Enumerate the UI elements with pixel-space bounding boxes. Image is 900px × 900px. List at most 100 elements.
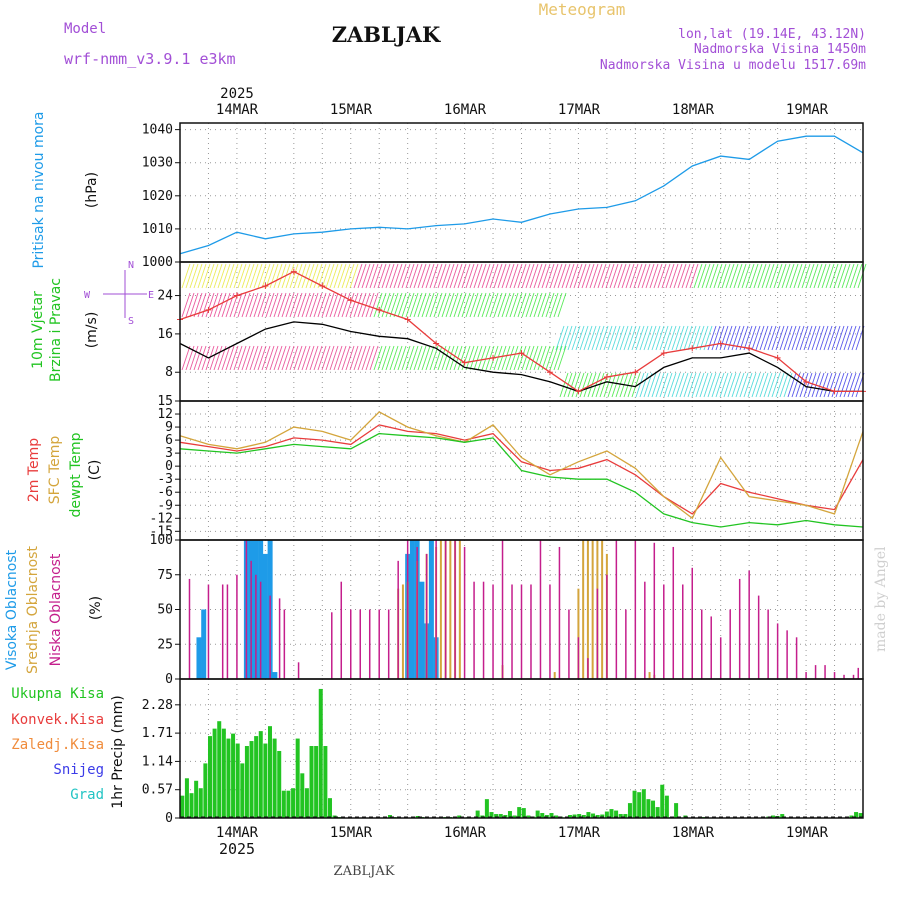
bottom-day-label: 16MAR: [444, 825, 487, 841]
data-marks: [177, 135, 866, 818]
wind-barb: [533, 345, 543, 371]
top-day-label: 19MAR: [786, 102, 829, 118]
wind-barb: [521, 345, 531, 371]
cloud-side-label-3: Niska Oblacnost: [48, 553, 64, 666]
cloud-bar-low: [454, 540, 456, 679]
wind-barb: [501, 292, 511, 318]
wind-barb: [457, 345, 467, 371]
precip-bar: [609, 809, 614, 818]
wind-barb: [827, 372, 837, 398]
wind-barb: [553, 345, 563, 371]
wind-barb: [787, 372, 797, 398]
wind-barb: [589, 263, 599, 289]
wind-barb: [373, 292, 383, 318]
wind-barb: [601, 263, 611, 289]
wind-barb: [759, 372, 769, 398]
wind-barb: [193, 345, 203, 371]
cloud-bar-low: [653, 542, 656, 679]
gust-point: [233, 292, 240, 299]
cloud-bar-high: [201, 609, 207, 679]
wind-barb: [409, 345, 419, 371]
wind-barb: [229, 263, 239, 289]
wind-barb: [603, 325, 613, 351]
wind-barb: [309, 292, 319, 318]
y-tick-label: 1000: [142, 255, 173, 270]
wind-barb: [237, 263, 247, 289]
wind-barb: [257, 345, 267, 371]
wind-barb: [843, 372, 853, 398]
precip-bar: [258, 731, 263, 818]
wind-barb: [385, 345, 395, 371]
wind-barb: [437, 263, 447, 289]
precip-bar: [318, 688, 323, 818]
wind-barb: [611, 372, 621, 398]
bottom-day-label: 17MAR: [558, 825, 601, 841]
wind-barb: [337, 263, 347, 289]
cloud-bar-low: [397, 560, 399, 679]
wind-barb: [661, 263, 671, 289]
cloud-bar-high: [272, 672, 278, 679]
cloud-bar-low: [387, 609, 390, 679]
wind-barb: [757, 263, 767, 289]
cloud-bar-high: [428, 540, 434, 679]
bottom-day-label: 15MAR: [330, 825, 373, 841]
wind-barb: [269, 292, 279, 318]
wind-barb: [651, 325, 661, 351]
y-tick-label: 8: [165, 365, 173, 380]
wind-barb: [213, 263, 223, 289]
cloud-bar-low: [221, 584, 224, 679]
wind-barb: [819, 372, 829, 398]
watermark: made by Angel: [873, 546, 889, 652]
wind-barb: [209, 292, 219, 318]
top-day-label: 14MAR: [216, 102, 259, 118]
y-tick-label: 9: [165, 420, 173, 435]
wind-barb: [509, 292, 519, 318]
precip-legend-snow: Snijeg: [53, 762, 104, 778]
wind-barb: [545, 345, 555, 371]
gust-point: [774, 354, 781, 361]
wind-barb: [441, 345, 451, 371]
precip-bar: [314, 746, 319, 818]
precip-bar: [498, 814, 503, 818]
cloud-bar-low: [549, 584, 551, 679]
wind-barb: [525, 292, 535, 318]
cloud-bar-low: [482, 581, 485, 679]
wind-barb: [257, 263, 267, 289]
cloud-bar-low: [833, 672, 836, 679]
wind-barb: [595, 325, 605, 351]
precip-legend-frozen: Zaledj.Kisa: [11, 737, 104, 753]
wind-barb: [765, 263, 775, 289]
wind-barb: [433, 292, 443, 318]
cloud-bar-low: [259, 581, 262, 679]
wind-barb: [469, 292, 479, 318]
wind-barb: [369, 292, 379, 318]
wind-barb: [623, 325, 633, 351]
precip-bar: [277, 750, 282, 818]
top-day-label: 17MAR: [558, 102, 601, 118]
wind-barb: [305, 292, 315, 318]
wind-barb: [821, 263, 831, 289]
wind-barb: [657, 263, 667, 289]
wind-barb: [465, 345, 475, 371]
wind-barb: [701, 263, 711, 289]
y-tick-label: 0: [165, 459, 173, 474]
precip-bar: [655, 807, 660, 818]
wind-barb: [377, 263, 387, 289]
wind-barb: [477, 263, 487, 289]
cloud-bar-low: [463, 546, 466, 679]
wind-barb: [645, 263, 655, 289]
cloud-bar-low: [757, 595, 760, 679]
wind-barb: [727, 325, 737, 351]
wind-barb: [825, 263, 835, 289]
wind-barb: [541, 292, 551, 318]
wind-barb: [273, 345, 283, 371]
wind-barb: [445, 292, 455, 318]
wind-barb: [481, 263, 491, 289]
cloud-bar-low: [776, 623, 779, 679]
wind-barb: [341, 263, 351, 289]
pressure-unit: (hPa): [84, 172, 100, 208]
wind-barb: [365, 345, 375, 371]
wind-barb: [545, 292, 555, 318]
y-tick-label: 0: [165, 672, 173, 687]
wind-barb: [333, 263, 343, 289]
